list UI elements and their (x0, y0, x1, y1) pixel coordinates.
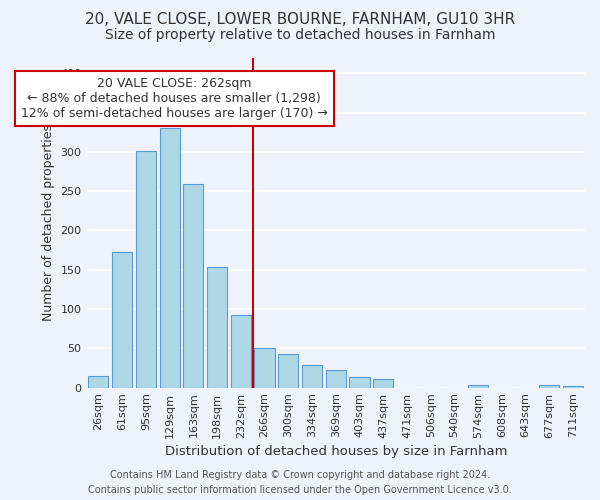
Bar (207, 268, 227, 388)
Y-axis label: Number of detached properties: Number of detached properties (42, 124, 55, 321)
Bar (373, 379, 394, 388)
Text: Size of property relative to detached houses in Farnham: Size of property relative to detached ho… (105, 28, 495, 42)
Text: 20 VALE CLOSE: 262sqm
← 88% of detached houses are smaller (1,298)
12% of semi-d: 20 VALE CLOSE: 262sqm ← 88% of detached … (21, 77, 328, 120)
Bar (88, 376, 109, 388)
Bar (349, 378, 370, 388)
Bar (183, 184, 203, 388)
Bar (231, 314, 251, 388)
Bar (539, 386, 559, 388)
Bar (112, 252, 132, 388)
Text: 20, VALE CLOSE, LOWER BOURNE, FARNHAM, GU10 3HR: 20, VALE CLOSE, LOWER BOURNE, FARNHAM, G… (85, 12, 515, 28)
Text: Contains HM Land Registry data © Crown copyright and database right 2024.
Contai: Contains HM Land Registry data © Crown c… (88, 470, 512, 495)
Bar (160, 128, 179, 388)
Bar (136, 151, 156, 388)
Bar (278, 354, 298, 388)
Bar (326, 370, 346, 388)
Bar (563, 386, 583, 388)
X-axis label: Distribution of detached houses by size in Farnham: Distribution of detached houses by size … (164, 444, 507, 458)
Bar (302, 365, 322, 388)
Bar (468, 384, 488, 388)
Bar (254, 348, 275, 388)
